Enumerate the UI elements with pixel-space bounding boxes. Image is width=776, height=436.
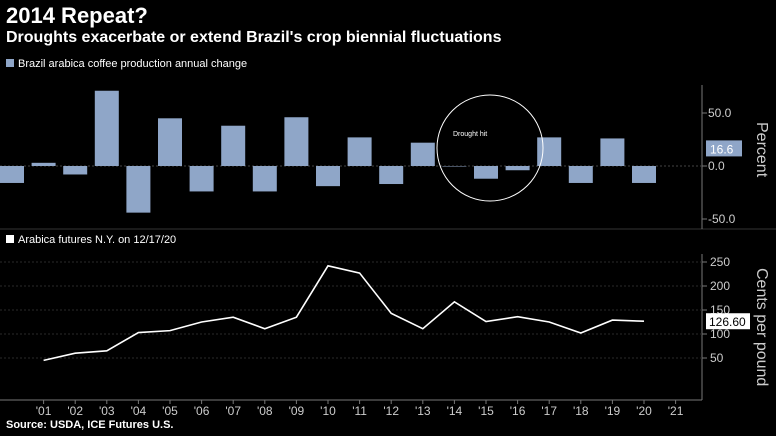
xtick-label-'05: '05 [162, 404, 178, 418]
xtick-label-'02: '02 [67, 404, 83, 418]
bar-'01 [31, 162, 56, 166]
bar-ylabel: Percent [753, 122, 770, 178]
bar-'07 [221, 125, 246, 166]
bar-'09 [284, 117, 309, 166]
bar-'03 [94, 90, 119, 166]
xtick-label-'16: '16 [510, 404, 526, 418]
xtick-label-'12: '12 [383, 404, 399, 418]
bar-'12 [379, 166, 404, 185]
bar-'08 [252, 166, 277, 192]
bar-'16 [505, 166, 530, 171]
xtick-label-'21: '21 [668, 404, 684, 418]
line-last-value-tag [706, 313, 750, 330]
bar-'19 [600, 138, 625, 166]
line-ytick-label: 250 [710, 255, 730, 269]
xtick-label-'09: '09 [289, 404, 305, 418]
bar-'13 [410, 142, 435, 166]
line-last-value-label: 126.60 [709, 315, 746, 329]
xtick-label-'13: '13 [415, 404, 431, 418]
bar-'15 [474, 166, 498, 179]
xtick-label-'08: '08 [257, 404, 273, 418]
drought-annotation: Drought hit [453, 131, 487, 138]
xtick-label-'10: '10 [320, 404, 336, 418]
bar-ytick-label: -50.0 [708, 212, 736, 226]
xtick-label-'06: '06 [194, 404, 210, 418]
xtick-label-'04: '04 [131, 404, 147, 418]
legend-bar-swatch [6, 59, 14, 67]
bar-ytick-label: 50.0 [708, 106, 732, 120]
legend-line-label: Arabica futures N.Y. on 12/17/20 [18, 234, 177, 246]
xtick-label-'01: '01 [36, 404, 52, 418]
bar-'18 [568, 166, 593, 183]
xtick-label-'17: '17 [541, 404, 557, 418]
bar-last-value-label: 16.6 [710, 142, 734, 156]
line-ytick-label: 200 [710, 279, 730, 293]
legend-bar: Brazil arabica coffee production annual … [6, 58, 247, 70]
line-ylabel: Cents per pound [753, 268, 770, 386]
xtick-label-'19: '19 [605, 404, 621, 418]
xtick-label-'03: '03 [99, 404, 115, 418]
source-note: Source: USDA, ICE Futures U.S. [6, 419, 174, 431]
bar-'20 [632, 166, 656, 183]
xtick-label-'07: '07 [225, 404, 241, 418]
chart-subtitle: Droughts exacerbate or extend Brazil's c… [6, 29, 502, 46]
xtick-label-'18: '18 [573, 404, 589, 418]
bar-'04 [126, 166, 151, 213]
bar-ytick-label: 0.0 [708, 159, 725, 173]
bar-2000 [0, 166, 24, 183]
legend-bar-label: Brazil arabica coffee production annual … [18, 58, 248, 70]
drought-circle [436, 94, 544, 202]
bar-'11 [347, 137, 372, 166]
bar-'05 [158, 118, 182, 166]
chart-title: 2014 Repeat? [6, 3, 148, 28]
xtick-label-'20: '20 [636, 404, 652, 418]
bar-'02 [63, 166, 88, 175]
line-ytick-label: 50 [710, 351, 724, 365]
bar-'14 [442, 166, 467, 167]
legend-line-swatch [6, 235, 14, 243]
price-line [43, 264, 645, 362]
xtick-label-'14: '14 [447, 404, 463, 418]
bar-'06 [189, 166, 214, 192]
legend-line: Arabica futures N.Y. on 12/17/20 [6, 234, 176, 246]
bar-last-value-tag [706, 140, 742, 157]
line-ytick-label: 100 [710, 327, 730, 341]
xtick-label-'15: '15 [478, 404, 494, 418]
xtick-label-'11: '11 [352, 404, 367, 418]
bar-'10 [316, 166, 340, 187]
